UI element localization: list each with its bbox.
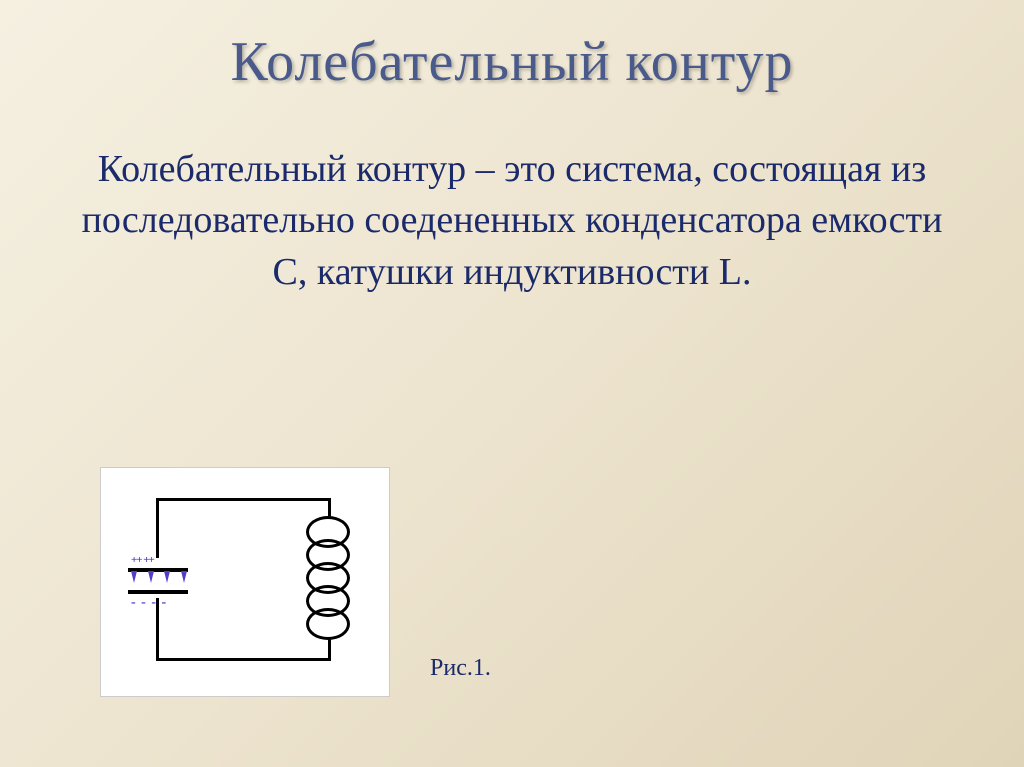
circuit-box: ++ ++ - - - - — [100, 467, 390, 697]
inductor-coil — [306, 516, 350, 631]
wire-right-upper — [328, 498, 331, 518]
wire-top — [156, 498, 331, 501]
definition-text: Колебательный контур – это система, сост… — [0, 94, 1024, 298]
capacitor-field-arrows — [131, 571, 187, 583]
capacitor-plus-marks: ++ ++ — [131, 554, 187, 566]
figure-caption: Рис.1. — [430, 655, 491, 682]
wire-right-lower — [328, 638, 331, 661]
slide-title: Колебательный контур — [0, 0, 1024, 94]
wire-left-upper — [156, 498, 159, 558]
capacitor-minus-marks: - - - - — [131, 595, 187, 611]
wire-bottom — [156, 658, 331, 661]
capacitor-plate-bottom — [128, 590, 188, 594]
coil-loop — [306, 608, 350, 640]
circuit-diagram: ++ ++ - - - - — [100, 467, 390, 697]
